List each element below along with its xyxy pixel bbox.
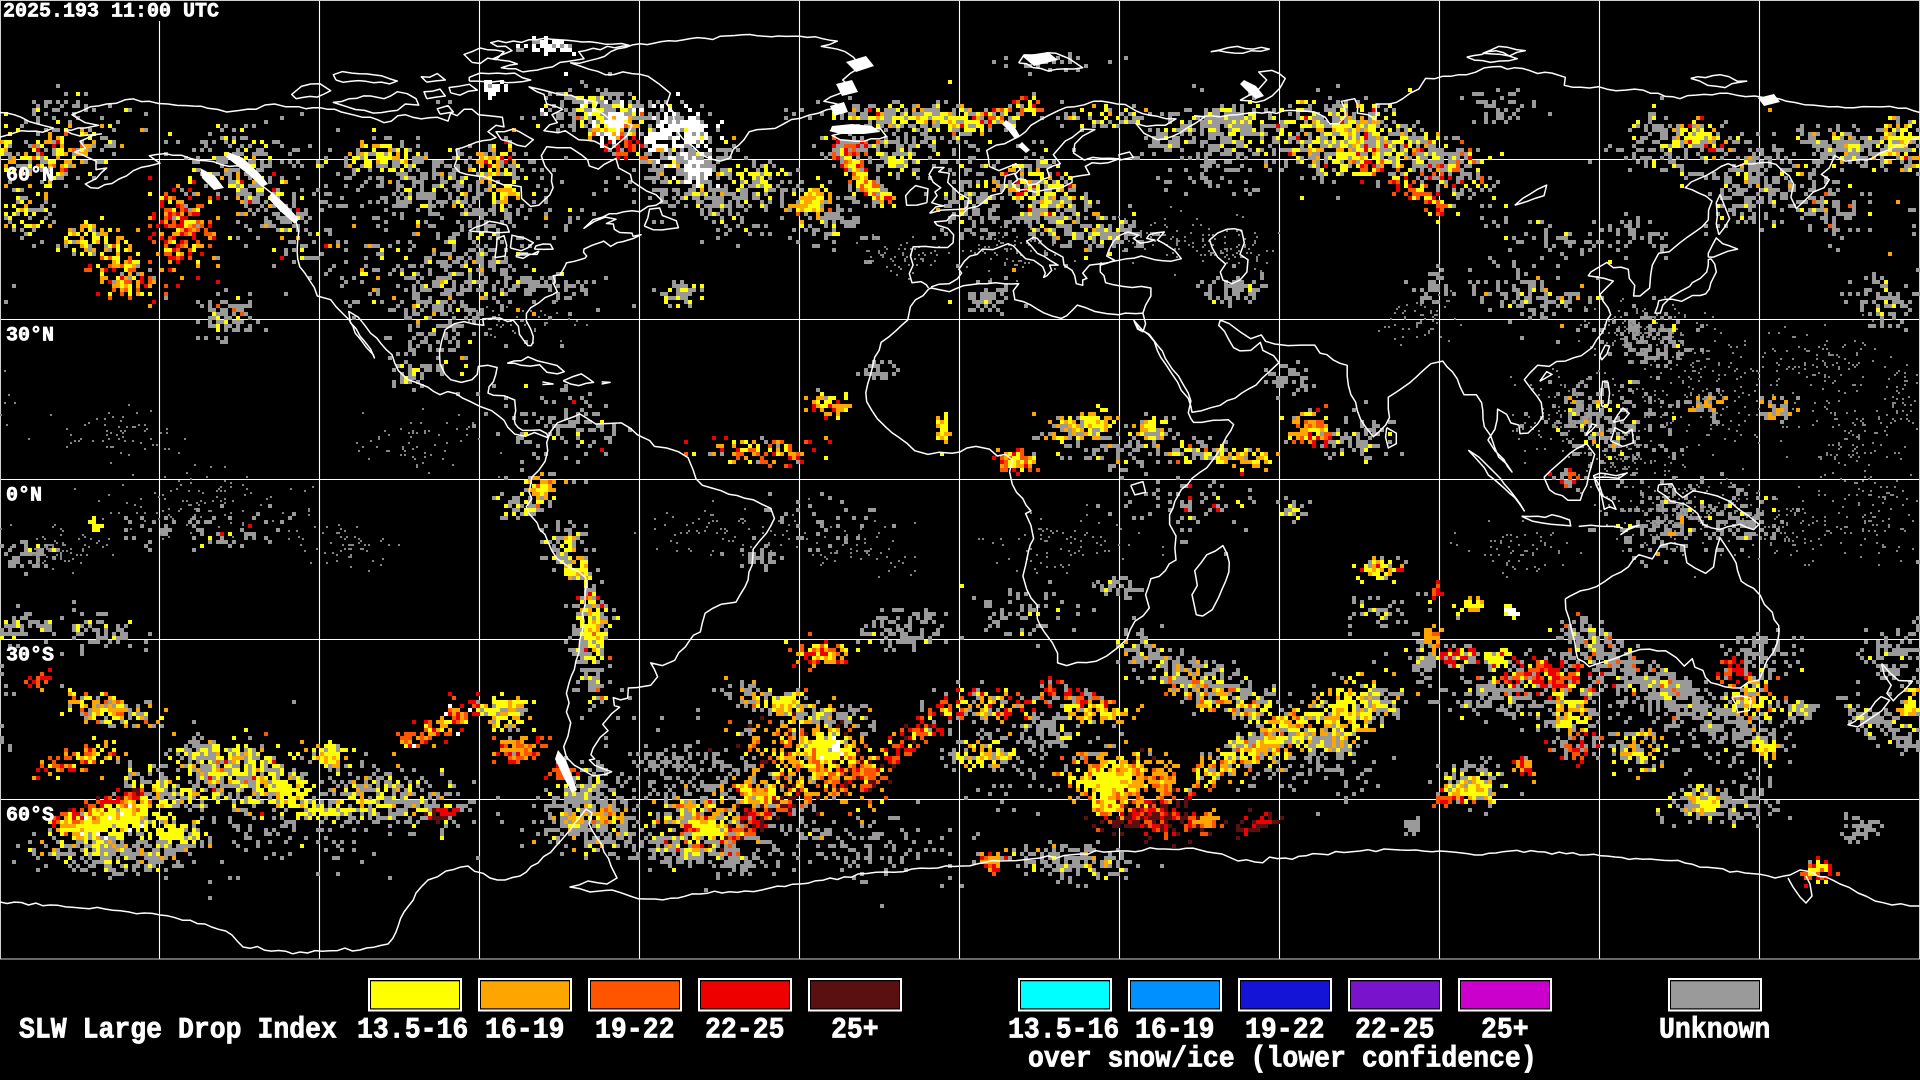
svg-text:over snow/ice (lower confidenc: over snow/ice (lower confidence) [1028,1042,1537,1076]
svg-text:13.5-16: 13.5-16 [357,1013,468,1047]
svg-text:25+: 25+ [831,1013,879,1047]
svg-text:2025.193 11:00 UTC: 2025.193 11:00 UTC [3,1,219,24]
svg-text:13.5-16: 13.5-16 [1008,1013,1119,1047]
svg-text:22-25: 22-25 [705,1013,784,1047]
svg-text:19-22: 19-22 [1245,1013,1324,1047]
svg-text:22-25: 22-25 [1355,1013,1434,1047]
svg-text:30°S: 30°S [6,644,54,667]
svg-text:0°N: 0°N [6,484,42,507]
svg-text:60°S: 60°S [6,804,54,827]
svg-text:SLW Large Drop Index: SLW Large Drop Index [19,1013,337,1047]
svg-text:25+: 25+ [1481,1013,1529,1047]
svg-text:16-19: 16-19 [1135,1013,1214,1047]
svg-text:60°N: 60°N [6,164,54,187]
svg-text:Unknown: Unknown [1659,1013,1770,1047]
svg-text:16-19: 16-19 [485,1013,564,1047]
svg-text:30°N: 30°N [6,324,54,347]
svg-text:19-22: 19-22 [595,1013,674,1047]
